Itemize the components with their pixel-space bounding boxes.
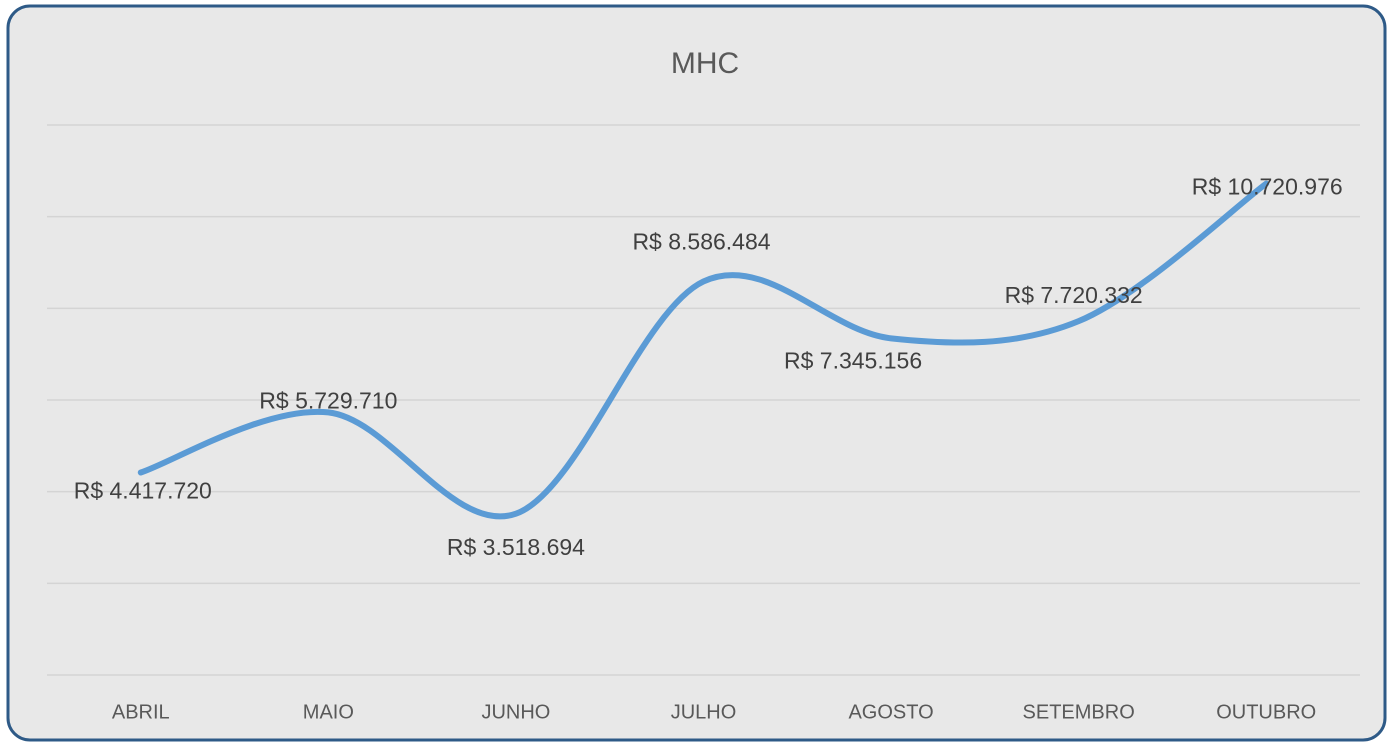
data-label: R$ 8.586.484 bbox=[632, 229, 770, 255]
x-tick-label: SETEMBRO bbox=[1023, 701, 1135, 723]
data-label: R$ 10.720.976 bbox=[1192, 174, 1343, 200]
chart-title: MHC bbox=[671, 47, 739, 80]
data-label: R$ 5.729.710 bbox=[259, 387, 397, 413]
x-tick-label: JULHO bbox=[671, 701, 737, 723]
x-tick-label: AGOSTO bbox=[848, 701, 933, 723]
x-tick-label: JUNHO bbox=[481, 701, 550, 723]
data-label: R$ 7.720.332 bbox=[1005, 282, 1143, 308]
x-tick-label: OUTUBRO bbox=[1216, 701, 1316, 723]
data-label: R$ 3.518.694 bbox=[447, 534, 585, 560]
data-label: R$ 4.417.720 bbox=[74, 478, 212, 504]
chart-frame bbox=[6, 4, 1387, 742]
x-tick-label: MAIO bbox=[303, 701, 354, 723]
data-label: R$ 7.345.156 bbox=[784, 347, 922, 373]
x-tick-label: ABRIL bbox=[112, 701, 170, 723]
series-line bbox=[137, 180, 1270, 520]
